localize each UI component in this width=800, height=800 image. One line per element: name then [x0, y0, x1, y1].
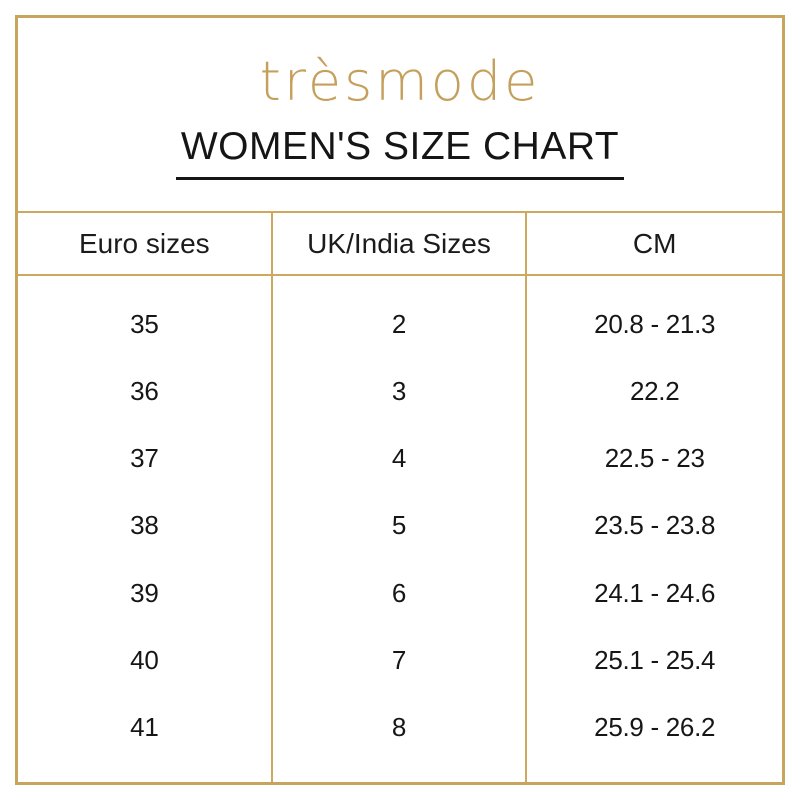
column-header-uk-india-sizes: UK/India Sizes	[272, 213, 528, 276]
uk-india-size-value: 7	[391, 644, 407, 675]
cm-range-value: 20.8 - 21.3	[594, 309, 716, 340]
cm-range-value: 22.2	[629, 376, 680, 407]
cm-range-value: 22.5 - 23	[604, 443, 705, 474]
uk-india-size-value: 2	[391, 309, 407, 340]
cm-range-value: 23.5 - 23.8	[594, 510, 716, 541]
euro-size-value: 36	[130, 376, 159, 407]
uk-india-size-value: 3	[391, 376, 407, 407]
brand-logo: trèsmode	[259, 50, 541, 113]
gold-frame: trèsmode WOMEN'S SIZE CHART Euro sizes U…	[15, 15, 785, 785]
uk-india-size-value: 6	[391, 577, 407, 608]
cm-range-value: 25.9 - 26.2	[594, 711, 716, 742]
euro-sizes-column: 35 36 37 38 39 40 41	[18, 276, 273, 782]
uk-india-sizes-column: 2 3 4 5 6 7 8	[273, 276, 528, 782]
cm-range-value: 24.1 - 24.6	[594, 577, 716, 608]
page-title: WOMEN'S SIZE CHART	[175, 127, 625, 180]
euro-size-value: 40	[130, 644, 159, 675]
euro-size-value: 38	[130, 510, 159, 541]
euro-size-value: 41	[130, 711, 159, 742]
cm-column: 20.8 - 21.3 22.2 22.5 - 23 23.5 - 23.8 2…	[527, 276, 782, 782]
brand-section: trèsmode WOMEN'S SIZE CHART	[18, 18, 782, 211]
euro-size-value: 35	[130, 309, 159, 340]
euro-size-value: 39	[130, 577, 159, 608]
uk-india-size-value: 4	[391, 443, 407, 474]
cm-range-value: 25.1 - 25.4	[594, 644, 716, 675]
uk-india-size-value: 5	[391, 510, 407, 541]
euro-size-value: 37	[130, 443, 159, 474]
column-header-euro-sizes: Euro sizes	[18, 213, 273, 276]
size-chart-table: Euro sizes UK/India Sizes CM 35 36 37 38…	[18, 211, 782, 782]
uk-india-size-value: 8	[391, 711, 407, 742]
column-header-cm: CM	[527, 213, 782, 276]
